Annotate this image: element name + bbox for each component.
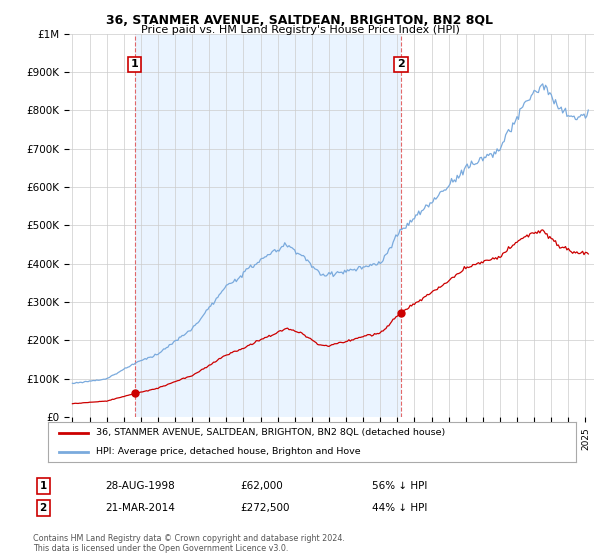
Text: 1: 1 <box>131 59 139 69</box>
Text: 1: 1 <box>40 481 47 491</box>
Text: Price paid vs. HM Land Registry's House Price Index (HPI): Price paid vs. HM Land Registry's House … <box>140 25 460 35</box>
Text: HPI: Average price, detached house, Brighton and Hove: HPI: Average price, detached house, Brig… <box>95 447 360 456</box>
Text: 2: 2 <box>397 59 405 69</box>
Text: £62,000: £62,000 <box>240 481 283 491</box>
Text: Contains HM Land Registry data © Crown copyright and database right 2024.
This d: Contains HM Land Registry data © Crown c… <box>33 534 345 553</box>
Text: 2: 2 <box>40 503 47 513</box>
Text: 56% ↓ HPI: 56% ↓ HPI <box>372 481 427 491</box>
Text: 21-MAR-2014: 21-MAR-2014 <box>105 503 175 513</box>
Text: 36, STANMER AVENUE, SALTDEAN, BRIGHTON, BN2 8QL (detached house): 36, STANMER AVENUE, SALTDEAN, BRIGHTON, … <box>95 428 445 437</box>
Text: 44% ↓ HPI: 44% ↓ HPI <box>372 503 427 513</box>
Bar <box>135 34 401 417</box>
Text: 28-AUG-1998: 28-AUG-1998 <box>105 481 175 491</box>
Text: 36, STANMER AVENUE, SALTDEAN, BRIGHTON, BN2 8QL: 36, STANMER AVENUE, SALTDEAN, BRIGHTON, … <box>107 14 493 27</box>
Text: £272,500: £272,500 <box>240 503 290 513</box>
